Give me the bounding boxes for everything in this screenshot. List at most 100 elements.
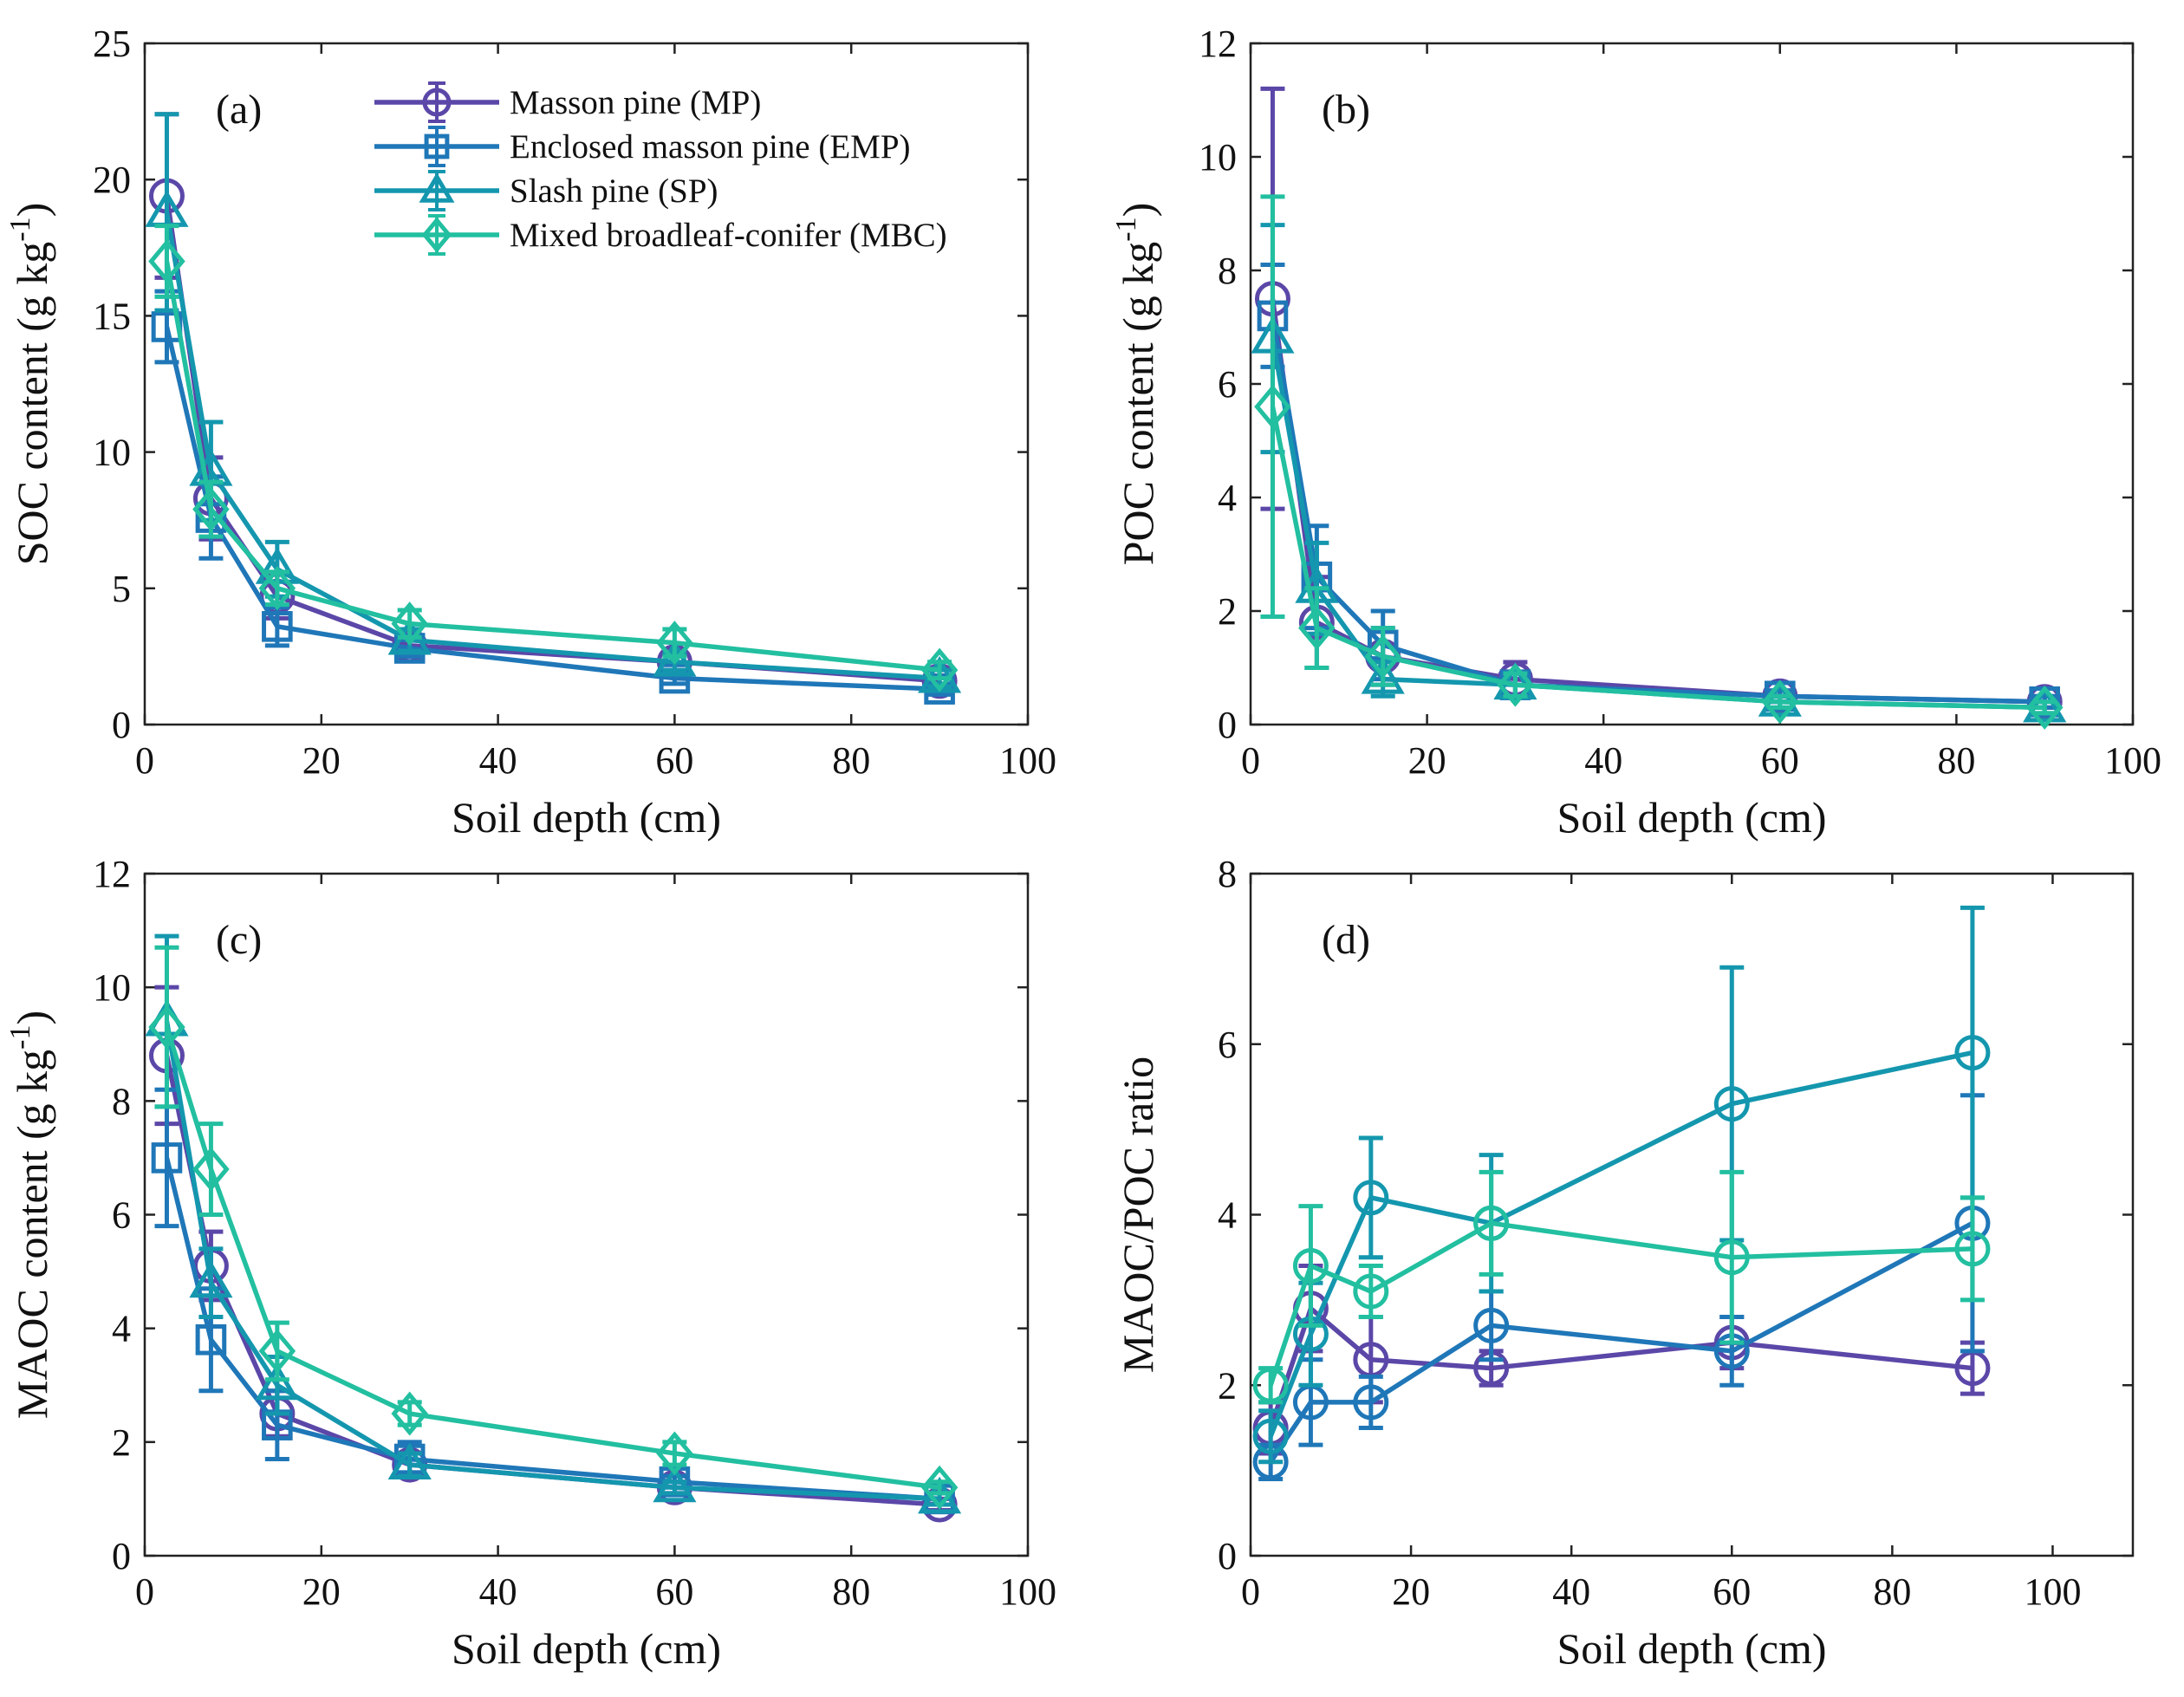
x-tick-label: 40 — [479, 739, 517, 782]
y-tick-label: 4 — [1218, 477, 1237, 519]
data-point — [1252, 1418, 1289, 1454]
series-line — [1268, 1050, 1973, 1438]
x-tick-label: 60 — [655, 739, 693, 782]
series-line — [164, 1021, 940, 1502]
series-EMP — [151, 1087, 955, 1515]
y-axis-label: SOC content (g kg-1) — [4, 203, 56, 566]
x-tick-label: 100 — [999, 739, 1056, 782]
data-point — [1361, 656, 1405, 694]
y-axis-label: MAOC content (g kg-1) — [4, 1011, 56, 1419]
y-tick-label: 10 — [93, 966, 131, 1009]
y-tick-label: 10 — [1199, 136, 1237, 179]
data-point — [920, 1465, 959, 1510]
y-axis-label: POC content (g kg-1) — [1110, 203, 1162, 566]
y-tick-label: 8 — [1218, 853, 1237, 895]
series-MBC — [1252, 1169, 1991, 1405]
x-tick-label: 80 — [832, 739, 870, 782]
legend-marker — [421, 217, 452, 253]
chart-panel-1: 0 20 40 60 80 100 0 5 10 15 20 25 Soil depth (cm) SOC… — [4, 23, 1056, 842]
data-point — [1473, 1205, 1510, 1241]
data-point — [387, 1442, 432, 1480]
y-tick-label: 25 — [93, 23, 131, 65]
legend: Masson pine (MP) Enclosed masson pine (EM… — [374, 81, 947, 256]
data-point — [192, 1147, 230, 1192]
y-tick-label: 6 — [112, 1194, 131, 1237]
legend-marker — [424, 133, 450, 159]
x-tick-label: 60 — [1761, 739, 1799, 782]
series-MBC — [148, 945, 959, 1510]
y-tick-label: 10 — [93, 432, 131, 474]
x-tick-label: 0 — [1241, 1570, 1260, 1613]
data-point — [656, 621, 693, 666]
y-tick-label: 0 — [1218, 1535, 1237, 1577]
data-point — [2025, 685, 2064, 730]
plot-frame — [1249, 872, 2135, 1557]
data-point — [148, 239, 185, 284]
y-axis-label: MAOC/POC ratio — [1114, 1057, 1162, 1373]
y-tick-label: 0 — [112, 704, 131, 746]
x-tick-label: 100 — [2104, 739, 2161, 782]
data-point — [1497, 662, 1534, 707]
series-line — [164, 1157, 940, 1502]
data-point — [195, 1323, 227, 1356]
series-line — [1268, 1220, 1973, 1387]
x-tick-label: 40 — [1584, 739, 1622, 782]
y-tick-label: 20 — [93, 159, 131, 201]
data-point — [1364, 634, 1401, 679]
data-point — [653, 1465, 697, 1503]
y-tick-label: 15 — [93, 295, 131, 337]
series-line — [1270, 406, 2045, 711]
x-tick-label: 100 — [2024, 1570, 2081, 1613]
y-tick-label: 0 — [1218, 704, 1237, 746]
x-tick-label: 20 — [1408, 739, 1446, 782]
series-MBC — [1254, 194, 2064, 730]
panel-label: (d) — [1322, 917, 1370, 963]
legend-entry-MBC: Mixed broadleaf-conifer (MBC) — [374, 214, 947, 256]
legend-entry-MP: Masson pine (MP) — [374, 81, 761, 123]
x-axis-label: Soil depth (cm) — [452, 1624, 721, 1673]
data-point — [1292, 1248, 1329, 1284]
data-point — [1473, 1307, 1510, 1343]
y-tick-label: 8 — [112, 1080, 131, 1122]
data-point — [258, 1329, 296, 1374]
legend-label: Masson pine (MP) — [510, 84, 761, 121]
data-point — [391, 1391, 428, 1436]
series-EMP — [1257, 262, 2060, 718]
series-MP — [1254, 86, 2063, 720]
y-tick-label: 6 — [1218, 1024, 1237, 1066]
data-point — [391, 601, 428, 647]
x-tick-label: 20 — [302, 739, 341, 782]
legend-entry-SP: Slash pine (SP) — [374, 170, 718, 211]
series-line — [164, 1026, 940, 1491]
x-tick-label: 20 — [302, 1570, 341, 1613]
data-point — [1954, 1035, 1991, 1071]
x-tick-label: 40 — [479, 1570, 517, 1613]
panel-label: (c) — [216, 917, 262, 963]
x-tick-label: 100 — [999, 1570, 1056, 1613]
legend-entry-EMP: Enclosed masson pine (EMP) — [374, 126, 911, 167]
data-point — [255, 1362, 299, 1401]
series-EMP — [151, 289, 955, 705]
y-tick-label: 4 — [112, 1308, 131, 1350]
data-point — [1254, 384, 1291, 429]
series-line — [1268, 1220, 1974, 1464]
data-point — [1713, 1086, 1750, 1122]
data-point — [1298, 606, 1336, 651]
x-axis-label: Soil depth (cm) — [1557, 1624, 1826, 1673]
data-point — [1713, 1239, 1750, 1276]
x-tick-label: 60 — [655, 1570, 693, 1613]
y-tick-label: 4 — [1218, 1194, 1237, 1237]
data-point — [1761, 679, 1799, 725]
data-point — [656, 1431, 693, 1476]
x-tick-label: 80 — [1873, 1570, 1911, 1613]
y-tick-label: 8 — [1218, 250, 1237, 292]
data-point — [1954, 1231, 1991, 1267]
series-line — [1270, 338, 2045, 711]
data-point — [1353, 1180, 1389, 1216]
series-line — [164, 261, 940, 673]
data-point — [653, 640, 697, 677]
y-tick-label: 6 — [1218, 363, 1237, 406]
x-tick-label: 60 — [1713, 1570, 1751, 1613]
x-tick-label: 0 — [135, 739, 154, 782]
